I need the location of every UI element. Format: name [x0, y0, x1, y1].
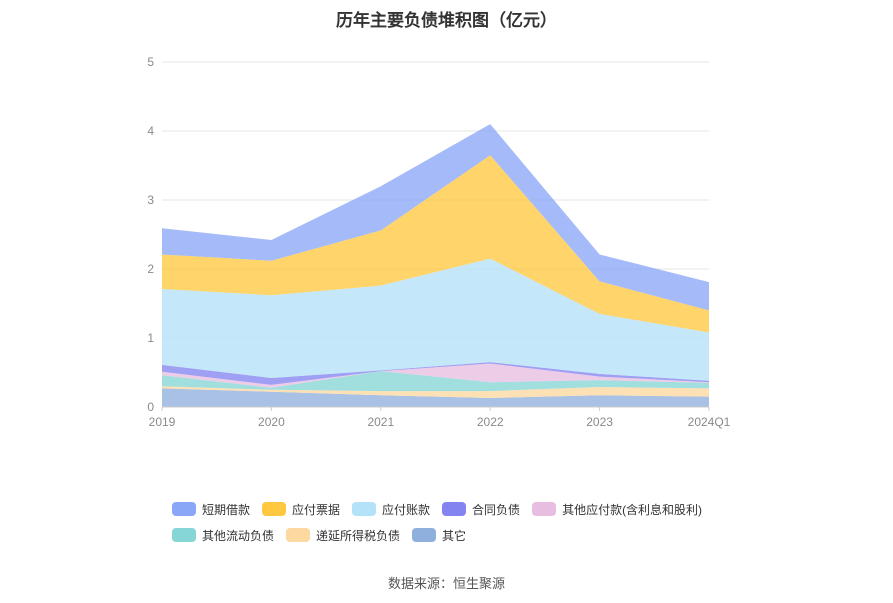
area-series	[162, 124, 709, 407]
legend-swatch	[412, 528, 437, 542]
legend-swatch	[172, 502, 196, 516]
legend-label: 其它	[442, 528, 467, 543]
legend-label: 其他流动负债	[202, 528, 275, 543]
area-series-递延所得税负债	[162, 386, 709, 398]
y-tick-label: 3	[147, 193, 154, 207]
legend-item[interactable]: 其他应付款(含利息和股利)	[532, 501, 702, 518]
legend-swatch	[532, 502, 557, 516]
legend-swatch	[172, 528, 196, 542]
chart-title: 历年主要负债堆积图（亿元）	[336, 11, 557, 30]
area-series-其他流动负债	[162, 371, 709, 392]
data-source: 数据来源：恒生聚源	[387, 576, 505, 591]
legend-label: 递延所得税负债	[316, 528, 401, 543]
legend-item[interactable]: 应付账款	[352, 501, 430, 518]
legend-swatch	[286, 528, 311, 542]
x-tick-label: 2019	[149, 415, 176, 429]
legend-swatch	[262, 502, 287, 516]
x-tick-label: 2022	[477, 415, 504, 429]
axes: 0 1 2 3 4 5 2019 2020 2021 2022 2023 2024Q1	[147, 55, 730, 429]
legend-item[interactable]: 递延所得税负债	[286, 527, 400, 544]
legend-label: 其他应付款(含利息和股利)	[562, 502, 703, 517]
x-tick-label: 2023	[586, 415, 613, 429]
legend-label: 应付账款	[382, 502, 431, 517]
x-tick-label: 2024Q1	[688, 415, 731, 429]
y-tick-label: 4	[147, 124, 154, 138]
area-series-其它	[162, 388, 709, 407]
y-tick-label: 2	[147, 262, 154, 276]
legend-swatch	[352, 502, 377, 516]
legend-label: 短期借款	[202, 502, 251, 517]
legend-item[interactable]: 短期借款	[172, 501, 250, 518]
legend-swatch	[442, 502, 467, 516]
y-tick-label: 5	[147, 55, 154, 69]
legend-item[interactable]: 合同负债	[442, 501, 520, 518]
legend-row: 短期借款 应付票据 应付账款 合同负债 其他应付款(含利息和股利)	[172, 496, 772, 522]
area-series-短期借款	[162, 124, 709, 311]
y-tick-label: 1	[147, 331, 154, 345]
area-series-应付账款	[162, 258, 709, 381]
legend-row: 其他流动负债 递延所得税负债 其它	[172, 522, 772, 548]
area-series-应付票据	[162, 155, 709, 333]
legend-item[interactable]: 其它	[412, 527, 466, 544]
y-tick-label: 0	[147, 400, 154, 414]
legend-label: 合同负债	[472, 502, 521, 517]
x-tick-label: 2021	[367, 415, 394, 429]
area-series-合同负债	[162, 362, 709, 385]
x-tick-label: 2020	[258, 415, 285, 429]
legend-item[interactable]: 其他流动负债	[172, 527, 274, 544]
legend-item[interactable]: 应付票据	[262, 501, 340, 518]
area-series-其他应付款(含利息和股利)	[162, 363, 709, 388]
legend: 短期借款 应付票据 应付账款 合同负债 其他应付款(含利息和股利) 其他流动负债 递延所得…	[172, 496, 772, 548]
legend-label: 应付票据	[292, 502, 341, 517]
